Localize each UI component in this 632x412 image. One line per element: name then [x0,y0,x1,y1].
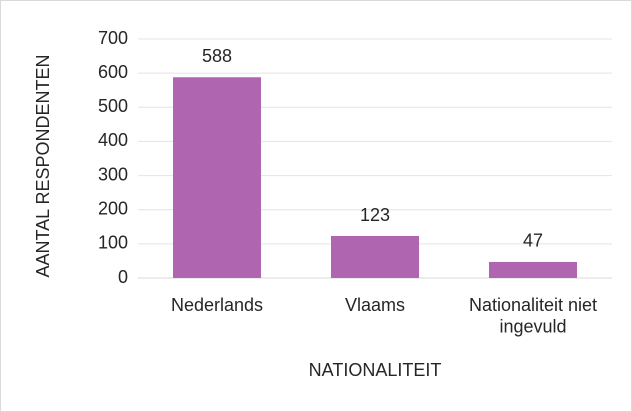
data-label: 123 [360,205,390,225]
y-tick-label: 600 [98,62,128,82]
bar [331,236,419,278]
y-tick-label: 0 [118,267,128,287]
y-tick-label: 700 [98,28,128,48]
data-label: 47 [523,231,543,251]
y-tick-label: 400 [98,130,128,150]
data-label: 588 [202,46,232,66]
y-tick-label: 500 [98,96,128,116]
x-tick-label: Nationaliteit niet ingevuld [469,295,597,337]
x-axis-label: NATIONALITEIT [309,360,442,380]
y-axis-label: AANTAL RESPONDENTEN [33,54,53,277]
bar [489,261,577,278]
x-tick-label: Nederlands [171,295,263,315]
y-tick-label: 300 [98,164,128,184]
y-tick-label: 200 [98,198,128,218]
x-tick-label: Vlaams [345,295,405,315]
bar [173,77,261,279]
y-tick-label: 100 [98,233,128,253]
